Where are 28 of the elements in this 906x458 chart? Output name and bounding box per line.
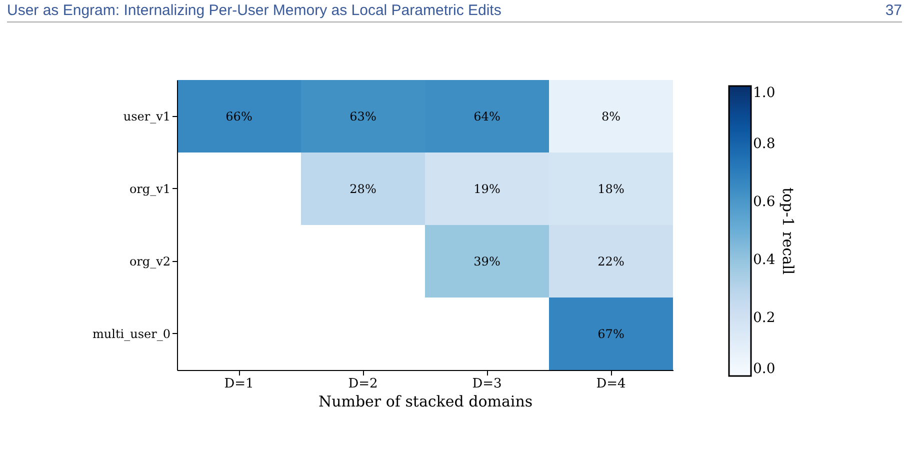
- color-bar-label: 0.2: [753, 310, 776, 326]
- color-bar-label: 0.6: [753, 194, 776, 210]
- y-tick-label: org_v2: [129, 254, 170, 268]
- data-label: 19%: [474, 182, 500, 196]
- data-label: 66%: [226, 109, 252, 124]
- color-bar-label: 1.0: [753, 85, 776, 101]
- color-bar-label: 0.8: [753, 136, 776, 152]
- text: 37: [885, 2, 902, 19]
- text: User as Engram: Internalizing Per-User Memory as Local Parametric Edits: [7, 2, 502, 19]
- color-bar-label: 0.0: [753, 361, 776, 377]
- x-tick-label: D=2: [348, 376, 378, 392]
- data-label: 67%: [598, 326, 624, 341]
- color-bar-label: 0.4: [753, 252, 776, 268]
- y-tick-label: org_v1: [129, 182, 170, 196]
- y-tick-label: user_v1: [123, 109, 170, 124]
- x-tick-label: D=3: [472, 376, 502, 392]
- color-bar-title: top-1 recall: [779, 187, 797, 275]
- data-label: 63%: [350, 109, 376, 124]
- data-label: 8%: [601, 109, 621, 124]
- data-label: 28%: [350, 182, 376, 196]
- x-tick-label: D=1: [224, 376, 254, 392]
- data-label: 22%: [598, 254, 624, 268]
- x-axis-title: Number of stacked domains: [318, 392, 533, 410]
- data-label: 64%: [474, 109, 500, 124]
- y-tick-label: multi_user_0: [92, 326, 170, 341]
- data-label: 39%: [474, 254, 500, 268]
- data-label: 18%: [598, 182, 624, 196]
- x-tick-label: D=4: [596, 376, 626, 392]
